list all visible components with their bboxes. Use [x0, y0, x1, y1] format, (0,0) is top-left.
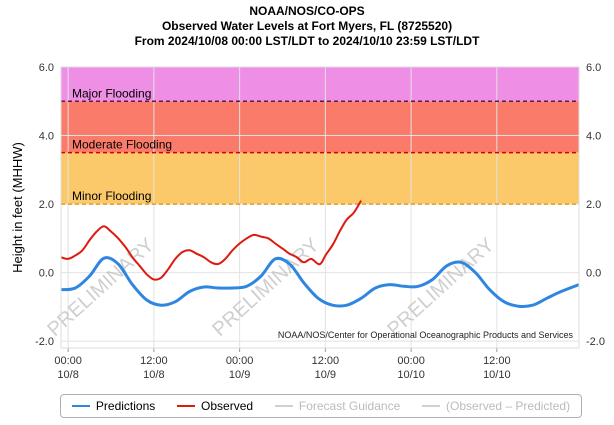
y-tick-label-left: 4.0 — [39, 131, 54, 143]
x-tick-label-time: 12:00 — [140, 355, 168, 367]
series-group — [61, 200, 579, 308]
y-tick-label-right: 4.0 — [586, 131, 601, 143]
x-tick-label-time: 12:00 — [483, 355, 511, 367]
chart-title-range: From 2024/10/08 00:00 LST/LDT to 2024/10… — [134, 34, 480, 48]
x-tick-label-date: 10/10 — [397, 369, 425, 381]
legend-label-predictions: Predictions — [95, 399, 156, 413]
legend-item-observed-minus-predicted[interactable]: (Observed – Predicted) — [422, 399, 570, 413]
y-tick-label-left: 6.0 — [39, 62, 54, 74]
x-tick-label-time: 12:00 — [312, 355, 340, 367]
flood-label-major-flooding: Major Flooding — [72, 86, 151, 100]
y-tick-label-left: 0.0 — [39, 268, 54, 280]
y-tick-label-left: -2.0 — [35, 336, 54, 348]
legend-label-forecast-guidance: Forecast Guidance — [298, 399, 401, 413]
chart-title-agency: NOAA/NOS/CO-OPS — [249, 4, 365, 18]
chart-legend: Predictions Observed Forecast Guidance (… — [60, 394, 582, 418]
legend-label-observed-minus-predicted: (Observed – Predicted) — [446, 399, 571, 413]
x-tick-label-date: 10/8 — [57, 369, 78, 381]
y-tick-label-left: 2.0 — [39, 199, 54, 211]
water-level-chart: Major Flooding Moderate Flooding Minor Flo… — [10, 62, 605, 381]
chart-title-station: Observed Water Levels at Fort Myers, FL … — [161, 19, 453, 33]
y-tick-label-right: -2.0 — [586, 336, 605, 348]
flood-zone-moderate-flooding — [61, 101, 579, 153]
flood-zone-major-flooding — [61, 67, 579, 102]
x-tick-label-date: 10/9 — [229, 369, 250, 381]
y-axis-label: Height in feet (MHHW) — [10, 142, 25, 273]
y-tick-label-right: 0.0 — [586, 268, 601, 280]
legend-label-observed: Observed — [201, 399, 254, 413]
y-tick-label-right: 6.0 — [586, 62, 601, 74]
series-line-predictions — [61, 256, 579, 308]
x-tick-label-time: 00:00 — [226, 355, 254, 367]
flood-zone-minor-flooding — [61, 152, 579, 205]
x-tick-label-date: 10/9 — [315, 369, 336, 381]
legend-swatch-forecast-guidance — [274, 405, 293, 407]
x-tick-label-date: 10/10 — [483, 369, 511, 381]
x-tick-label-date: 10/8 — [143, 369, 164, 381]
legend-item-observed[interactable]: Observed — [177, 399, 253, 413]
credit-text: NOAA/NOS/Center for Operational Oceanogr… — [278, 330, 574, 340]
legend-swatch-observed-minus-predicted — [422, 405, 441, 407]
legend-swatch-observed — [177, 405, 196, 407]
chart-titles: NOAA/NOS/CO-OPS Observed Water Levels at… — [0, 4, 614, 49]
legend-item-predictions[interactable]: Predictions — [71, 399, 156, 413]
x-tick-label-time: 00:00 — [54, 355, 82, 367]
legend-item-forecast-guidance[interactable]: Forecast Guidance — [274, 399, 401, 413]
x-tick-label-time: 00:00 — [397, 355, 425, 367]
plot-border — [60, 66, 580, 349]
series-line-observed — [61, 200, 362, 281]
flood-label-moderate-flooding: Moderate Flooding — [72, 138, 172, 152]
y-tick-label-right: 2.0 — [586, 199, 601, 211]
legend-swatch-predictions — [71, 405, 90, 407]
flood-label-minor-flooding: Minor Flooding — [72, 189, 151, 203]
